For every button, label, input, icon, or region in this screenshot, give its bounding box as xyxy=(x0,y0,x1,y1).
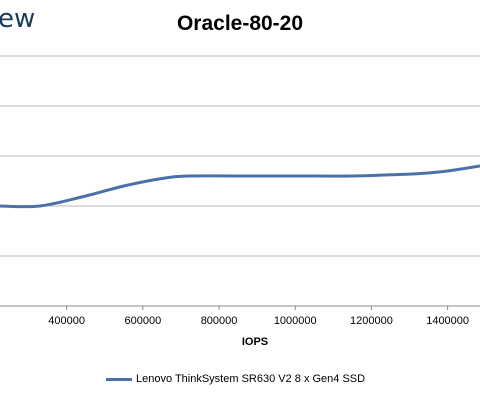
x-tick-label: 800000 xyxy=(201,315,238,327)
x-tick-label: 600000 xyxy=(124,315,161,327)
chart-title: Oracle-80-20 xyxy=(176,12,304,35)
x-axis-title: IOPS xyxy=(241,336,269,348)
legend-label: Lenovo ThinkSystem SR630 V2 8 x Gen4 SSD xyxy=(136,373,366,385)
legend-swatch xyxy=(106,377,132,381)
logo-text: ew xyxy=(0,4,36,34)
x-tick-label: 1000000 xyxy=(274,315,317,327)
x-tick-labels: 400000 600000 800000 1000000 1200000 1400000 xyxy=(48,315,469,327)
x-tick-label: 1400000 xyxy=(426,315,469,327)
x-tick-label: 400000 xyxy=(48,315,85,327)
series-line xyxy=(0,164,480,209)
gridlines xyxy=(0,55,480,257)
x-axis xyxy=(0,305,480,310)
series-lines xyxy=(0,164,480,209)
x-tick-label: 1200000 xyxy=(350,315,393,327)
legend: Lenovo ThinkSystem SR630 V2 8 x Gen4 SSD xyxy=(106,373,365,385)
